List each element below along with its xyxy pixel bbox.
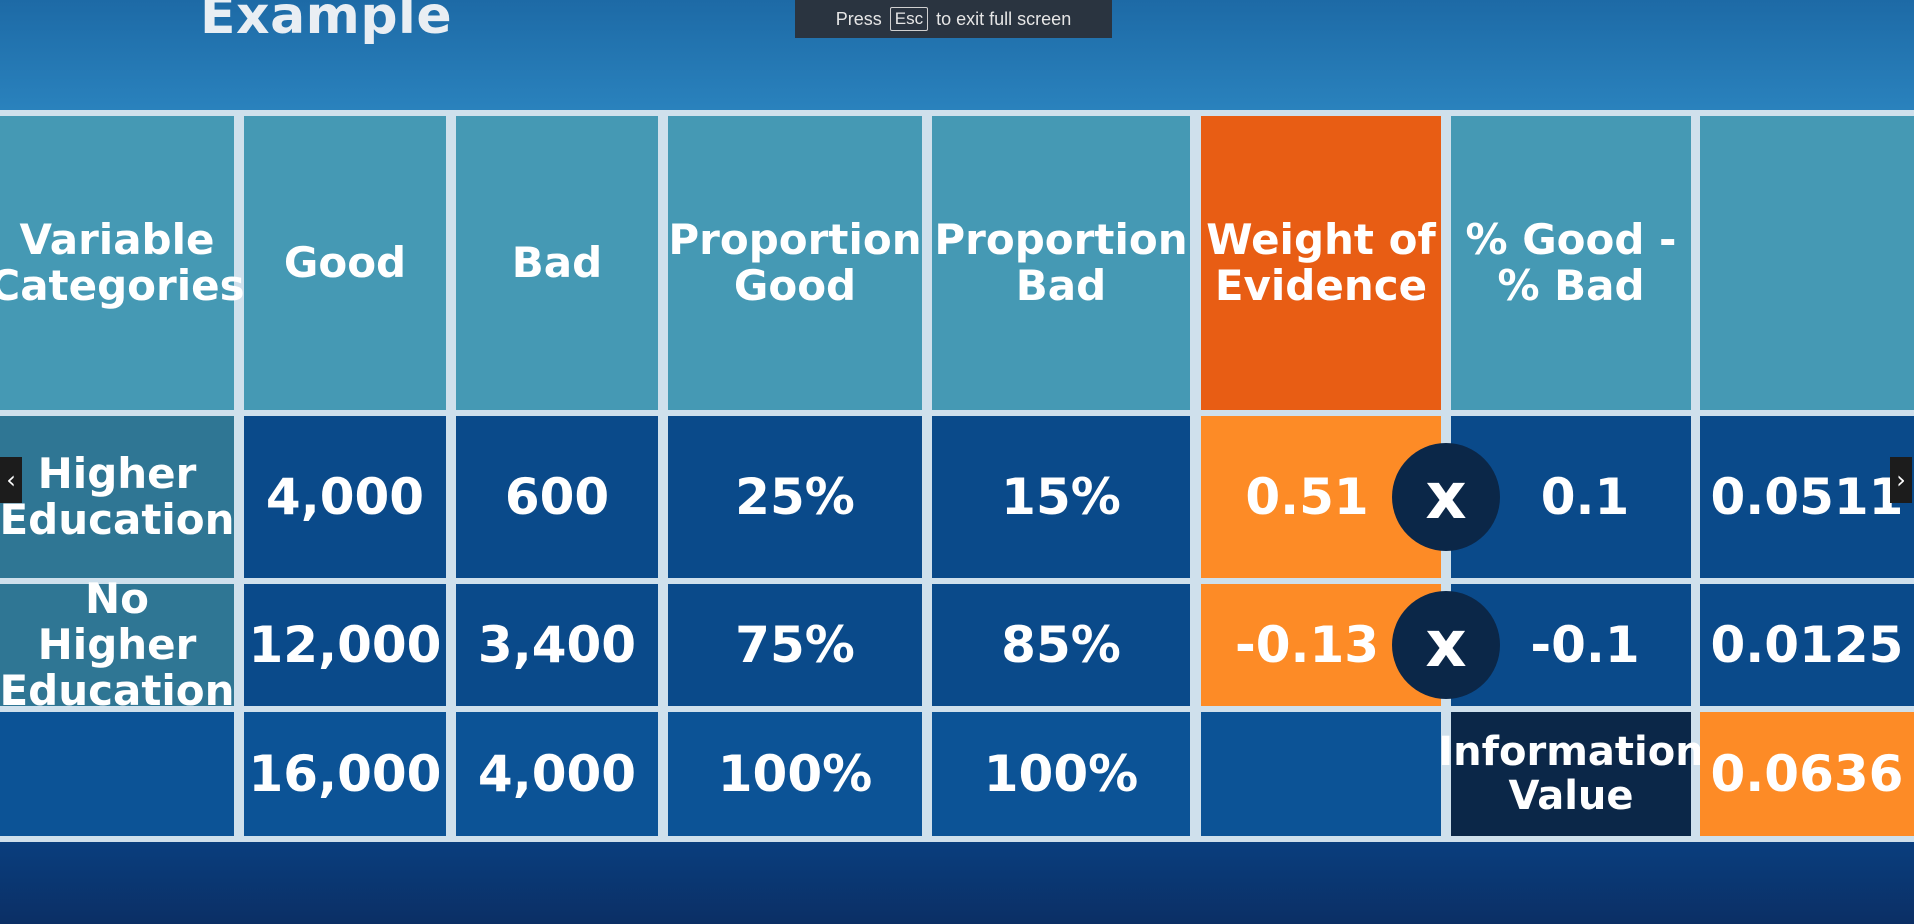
header-bad: Bad [456,116,658,410]
information-value-table: Variable Categories Good Bad Proportion … [0,110,1914,842]
row-category-no-higher-education: No Higher Education [0,573,235,716]
cell-proportion-good: 25% [668,416,922,578]
header-good-minus-bad: % Good - % Bad [1451,116,1691,410]
cell-proportion-bad: 15% [932,416,1190,578]
header-weight-of-evidence: Weight of Evidence [1201,116,1441,410]
header-good: Good [244,116,446,410]
multiply-icon: x [1392,591,1500,699]
previous-slide-button[interactable]: ‹ [0,457,22,503]
header-variable-categories: Variable Categories [0,116,245,410]
cell-proportion-good: 75% [668,584,922,706]
header-blank [1700,116,1914,410]
cell-proportion-bad: 85% [932,584,1190,706]
total-proportion-bad: 100% [932,712,1190,836]
chevron-right-icon: › [1896,466,1906,494]
information-value-label: Information Value [1438,712,1704,836]
header-proportion-bad: Proportion Bad [932,116,1190,410]
fullscreen-notice-message: to exit full screen [936,8,1072,29]
row-category-higher-education: Higher Education [0,416,235,578]
cell-bad: 3,400 [456,584,658,706]
information-value-total: 0.0636 [1700,712,1914,836]
cell-iv-component: 0.0125 [1700,584,1914,706]
next-slide-button[interactable]: › [1890,457,1912,503]
totals-blank [0,712,234,836]
chevron-left-icon: ‹ [6,466,16,494]
esc-key-badge: Esc [889,7,929,31]
multiply-icon: x [1392,443,1500,551]
cell-good: 12,000 [244,584,446,706]
totals-woe-blank [1201,712,1441,836]
total-good: 16,000 [244,712,446,836]
fullscreen-notice: Press Esc to exit full screen [795,0,1112,38]
fullscreen-notice-press: Press [835,8,882,29]
slide-title: Example [200,0,453,46]
cell-bad: 600 [456,416,658,578]
slide-footer [0,842,1914,924]
total-bad: 4,000 [456,712,658,836]
total-proportion-good: 100% [668,712,922,836]
cell-iv-component: 0.0511 [1700,416,1914,578]
header-proportion-good: Proportion Good [668,116,922,410]
cell-good: 4,000 [244,416,446,578]
